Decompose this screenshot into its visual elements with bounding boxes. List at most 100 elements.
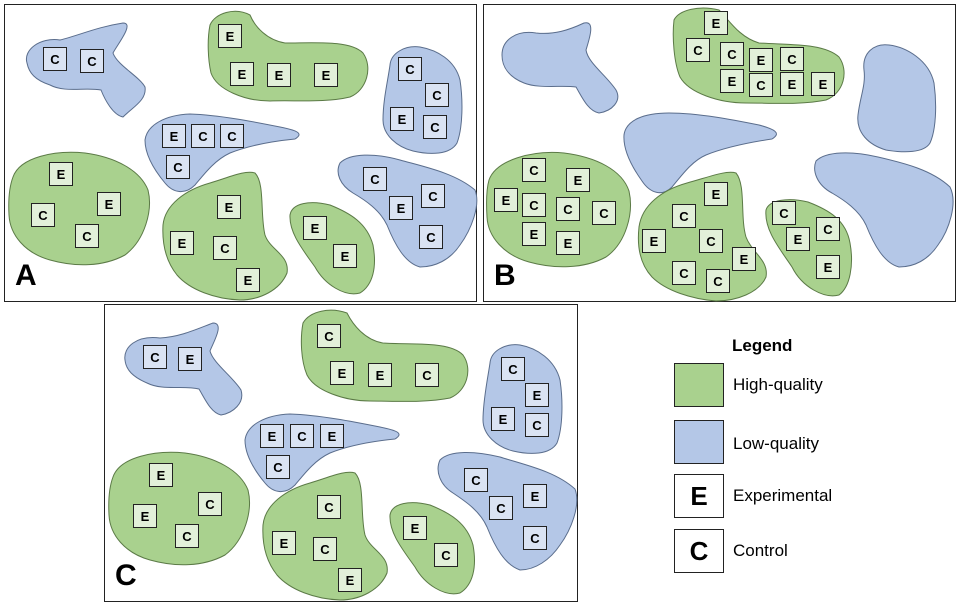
experimental-plot: E <box>178 347 202 371</box>
control-plot: C <box>313 537 337 561</box>
experimental-plot: E <box>260 424 284 448</box>
experimental-plot: E <box>149 463 173 487</box>
control-plot: C <box>419 225 443 249</box>
control-plot: C <box>592 201 616 225</box>
control-plot: C <box>317 495 341 519</box>
experimental-plot: E <box>97 192 121 216</box>
panel-c-map <box>108 309 578 601</box>
control-plot: C <box>523 526 547 550</box>
experimental-plot: E <box>49 162 73 186</box>
control-plot: C <box>706 269 730 293</box>
experimental-plot: E <box>170 231 194 255</box>
control-plot: C <box>501 357 525 381</box>
control-plot: C <box>266 455 290 479</box>
experimental-plot: E <box>525 383 549 407</box>
legend-label-high-quality: High-quality <box>733 375 823 394</box>
control-plot: C <box>363 167 387 191</box>
patch-low-quality <box>501 22 619 114</box>
experimental-plot: E <box>162 124 186 148</box>
experimental-plot: E <box>320 424 344 448</box>
panel-a-label: A <box>15 259 37 292</box>
experimental-plot: E <box>704 11 728 35</box>
experimental-plot: E <box>780 72 804 96</box>
panel-c-label: C <box>115 559 137 592</box>
control-plot: C <box>175 524 199 548</box>
legend-label-low-quality: Low-quality <box>733 434 819 453</box>
legend: Legend High-quality Low-quality E Experi… <box>660 330 940 580</box>
control-plot: C <box>699 229 723 253</box>
experimental-plot: E <box>217 195 241 219</box>
experimental-plot: E <box>566 168 590 192</box>
control-plot: C <box>672 261 696 285</box>
patch-high-quality <box>108 451 250 566</box>
experimental-plot: E <box>749 48 773 72</box>
experimental-plot: E <box>786 227 810 251</box>
experimental-plot: E <box>333 244 357 268</box>
legend-label-control: Control <box>733 541 788 560</box>
control-plot: C <box>720 42 744 66</box>
experimental-plot: E <box>720 69 744 93</box>
experimental-plot: E <box>732 247 756 271</box>
experimental-plot: E <box>389 196 413 220</box>
experimental-plot: E <box>267 63 291 87</box>
control-plot: C <box>749 73 773 97</box>
control-plot: C <box>290 424 314 448</box>
control-plot: C <box>425 83 449 107</box>
control-plot: C <box>198 492 222 516</box>
experimental-plot: E <box>816 255 840 279</box>
control-plot: C <box>434 543 458 567</box>
control-plot: C <box>317 324 341 348</box>
control-plot: C <box>525 413 549 437</box>
control-plot: C <box>423 115 447 139</box>
experimental-plot: E <box>236 268 260 292</box>
control-plot: C <box>191 124 215 148</box>
experimental-plot: E <box>403 516 427 540</box>
legend-title: Legend <box>732 336 793 355</box>
legend-label-experimental: Experimental <box>733 486 833 505</box>
experimental-plot: E <box>368 363 392 387</box>
patch-low-quality <box>623 112 777 194</box>
control-plot: C <box>43 47 67 71</box>
experimental-plot: E <box>218 24 242 48</box>
control-plot: C <box>421 184 445 208</box>
control-plot: C <box>80 49 104 73</box>
experimental-plot: E <box>303 216 327 240</box>
experimental-plot: E <box>522 222 546 246</box>
experimental-plot: E <box>811 72 835 96</box>
control-plot: C <box>672 204 696 228</box>
experimental-plot: E <box>390 107 414 131</box>
control-plot: C <box>415 363 439 387</box>
experimental-plot: E <box>494 188 518 212</box>
experimental-plot: E <box>491 407 515 431</box>
experimental-plot: E <box>338 568 362 592</box>
control-plot: C <box>398 57 422 81</box>
control-plot: C <box>772 201 796 225</box>
experimental-plot: E <box>556 231 580 255</box>
control-plot: C <box>816 217 840 241</box>
control-plot: C <box>220 124 244 148</box>
control-plot: C <box>213 236 237 260</box>
panel-b-label: B <box>494 259 516 292</box>
experimental-plot: E <box>704 182 728 206</box>
experimental-plot: E <box>330 361 354 385</box>
control-plot: C <box>75 224 99 248</box>
patch-low-quality <box>814 152 954 268</box>
legend-swatch-experimental: E <box>674 474 724 518</box>
experimental-plot: E <box>272 531 296 555</box>
control-plot: C <box>166 155 190 179</box>
control-plot: C <box>522 193 546 217</box>
control-plot: C <box>489 496 513 520</box>
panel-a-map <box>8 10 478 301</box>
control-plot: C <box>556 197 580 221</box>
control-plot: C <box>31 203 55 227</box>
patch-low-quality <box>857 44 937 153</box>
experimental-plot: E <box>230 62 254 86</box>
control-plot: C <box>522 158 546 182</box>
patch-high-quality <box>8 151 150 266</box>
experimental-plot: E <box>133 504 157 528</box>
control-plot: C <box>143 345 167 369</box>
experimental-plot: E <box>523 484 547 508</box>
